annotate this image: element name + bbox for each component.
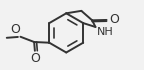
Text: O: O [10, 23, 20, 36]
Text: O: O [30, 52, 40, 65]
Text: O: O [109, 13, 119, 26]
Text: NH: NH [97, 27, 114, 37]
